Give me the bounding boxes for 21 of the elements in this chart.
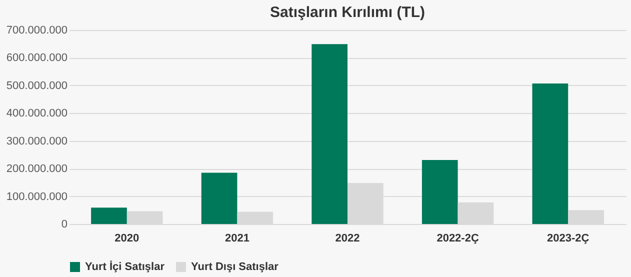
y-tick-label: 0 xyxy=(61,218,68,230)
x-tick-label: 2021 xyxy=(224,232,250,244)
y-tick-label: 300.000.000 xyxy=(6,135,68,148)
x-tick-label: 2022-2Ç xyxy=(436,232,479,244)
bar xyxy=(91,208,127,224)
bar xyxy=(532,83,568,224)
y-tick-label: 700.000.000 xyxy=(6,24,68,36)
y-tick-label: 400.000.000 xyxy=(6,108,68,120)
y-tick-label: 200.000.000 xyxy=(6,163,68,176)
y-tick-label: 600.000.000 xyxy=(6,52,68,64)
y-tick-label: 100.000.000 xyxy=(6,190,68,203)
bar xyxy=(422,160,458,224)
x-tick-label: 2023-2Ç xyxy=(546,232,590,244)
x-tick-label: 2022 xyxy=(335,232,360,244)
legend-label: Yurt Dışı Satışlar xyxy=(191,261,280,273)
y-tick-label: 500.000.000 xyxy=(6,80,68,92)
x-tick-label: 2020 xyxy=(114,232,140,244)
chart-title: Satışların Kırılımı (TL) xyxy=(270,4,426,21)
bar xyxy=(312,44,348,224)
legend-label: Yurt İçi Satışlar xyxy=(85,260,166,273)
bar xyxy=(201,172,238,224)
